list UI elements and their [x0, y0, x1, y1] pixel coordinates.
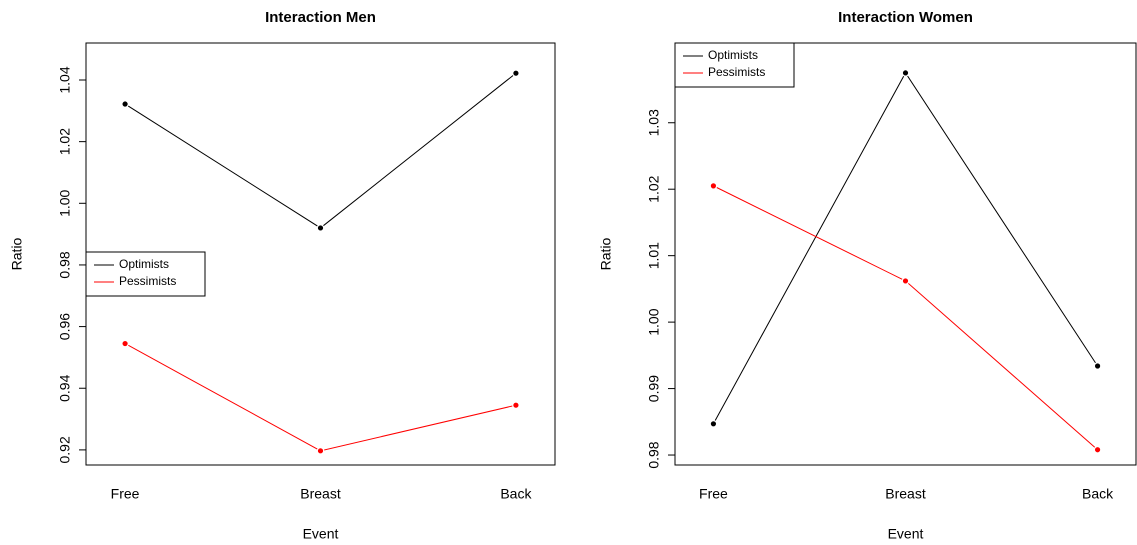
- legend-label: Pessimists: [119, 274, 176, 288]
- x-tick-label: Breast: [300, 486, 341, 502]
- x-axis-label: Event: [888, 526, 924, 542]
- data-point: [512, 69, 520, 78]
- data-point: [1093, 445, 1102, 454]
- series-line: [124, 72, 517, 229]
- data-point: [709, 182, 718, 190]
- y-tick-label: 1.03: [646, 109, 662, 136]
- legend-box: [674, 42, 795, 88]
- y-tick-label: 1.00: [646, 308, 662, 335]
- y-tick-label: 0.92: [57, 436, 73, 463]
- y-axis-label: Ratio: [598, 237, 614, 270]
- x-tick-label: Back: [1082, 486, 1114, 502]
- data-point: [121, 100, 129, 108]
- data-point: [512, 401, 520, 409]
- y-tick-label: 1.04: [57, 66, 73, 93]
- chart-title: Interaction Men: [265, 9, 376, 26]
- legend-label: Optimists: [119, 257, 169, 271]
- series-line: [124, 343, 517, 452]
- y-tick-label: 1.02: [57, 128, 73, 155]
- data-point: [901, 69, 910, 77]
- y-tick-label: 0.99: [646, 375, 662, 402]
- x-tick-label: Back: [500, 486, 532, 502]
- legend-label: Optimists: [708, 48, 758, 62]
- x-tick-label: Free: [699, 486, 728, 502]
- y-axis-label: Ratio: [9, 237, 25, 270]
- series-line: [712, 71, 1098, 425]
- chart-panel: Interaction Women Event Ratio 0.98 0.99 1.00 1…: [598, 9, 1137, 542]
- legend-label: Pessimists: [708, 65, 765, 79]
- x-axis-label: Event: [303, 526, 339, 542]
- legend-box: [85, 251, 206, 297]
- y-tick-label: 0.98: [646, 441, 662, 468]
- x-tick-label: Free: [111, 486, 140, 502]
- y-tick-label: 0.98: [57, 251, 73, 278]
- data-point: [1093, 362, 1102, 370]
- plot-frame: [674, 42, 1137, 466]
- y-tick-label: 0.96: [57, 313, 73, 340]
- y-tick-label: 1.00: [57, 189, 73, 216]
- data-point: [316, 224, 325, 232]
- data-point: [901, 277, 910, 285]
- y-tick-label: 0.94: [57, 374, 73, 401]
- legend: Optimists Pessimists: [85, 251, 206, 297]
- chart-panel: Interaction Men Event Ratio 0.92 0.94 0.96 0.9…: [9, 9, 556, 542]
- chart-title: Interaction Women: [838, 9, 973, 26]
- data-point: [121, 339, 129, 348]
- y-tick-label: 1.01: [646, 242, 662, 269]
- y-tick-label: 1.02: [646, 175, 662, 202]
- legend: Optimists Pessimists: [674, 42, 795, 88]
- data-point: [316, 447, 325, 455]
- data-point: [709, 419, 718, 428]
- x-tick-label: Breast: [885, 486, 926, 502]
